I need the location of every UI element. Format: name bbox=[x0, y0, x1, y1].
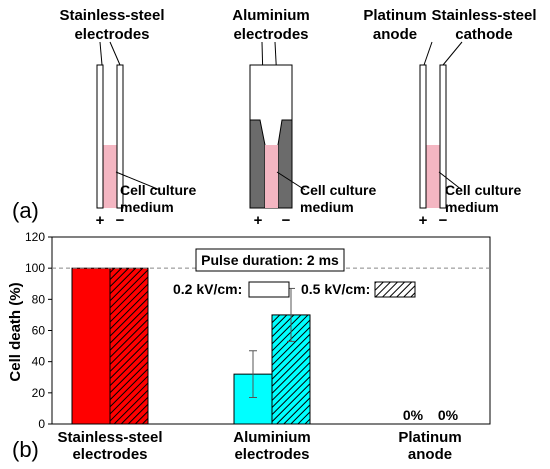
zero-label-1: 0% bbox=[438, 407, 459, 423]
plot-frame bbox=[51, 236, 491, 425]
medium-label-line2: medium bbox=[445, 199, 499, 215]
leader-line bbox=[109, 41, 121, 66]
pulse-box bbox=[195, 248, 345, 272]
cuvette-stainless-steel: Stainless-steel electrodes Cell culture … bbox=[59, 7, 196, 229]
electrode-right bbox=[116, 64, 124, 209]
panel-b: Cell death (%) 0 20 40 60 80 100 120 Stainless… bbox=[7, 230, 491, 463]
minus-sign: − bbox=[439, 212, 448, 229]
leader-line bbox=[99, 41, 103, 66]
plus-sign: + bbox=[96, 212, 105, 229]
medium-label-line1: Cell culture bbox=[300, 182, 376, 198]
zero-label-0: 0% bbox=[403, 407, 424, 423]
y-tick-label: 0 bbox=[38, 417, 45, 431]
x-category-label: Aluminium bbox=[233, 429, 311, 446]
legend-swatch-solid bbox=[248, 281, 290, 298]
panel-a-label: (a) bbox=[12, 198, 39, 223]
x-category-label: anode bbox=[408, 446, 452, 463]
leader-line bbox=[423, 41, 433, 66]
legend-swatch-hatched bbox=[374, 281, 416, 298]
cuvette-platinum: Platinum anode Stainless-steel cathode C… bbox=[363, 7, 536, 229]
cuvette3-anode-line1: Platinum bbox=[363, 7, 426, 24]
y-tick-label: 60 bbox=[32, 324, 46, 338]
pulse-duration-label: Pulse duration: 2 ms bbox=[201, 252, 339, 268]
cuvette-aluminium: Aluminium electrodes Cell culture medium… bbox=[232, 7, 376, 229]
y-tick-label: 100 bbox=[25, 261, 45, 275]
legend: 0.2 kV/cm: 0.5 kV/cm: bbox=[173, 281, 416, 298]
medium-label-line1: Cell culture bbox=[120, 182, 196, 198]
y-axis: 0 20 40 60 80 100 120 bbox=[25, 230, 52, 431]
y-tick-label: 20 bbox=[32, 386, 46, 400]
electrode-left bbox=[96, 64, 104, 209]
y-tick-label: 120 bbox=[25, 230, 45, 244]
bar-solid-0 bbox=[71, 267, 111, 425]
culture-medium bbox=[103, 145, 117, 208]
minus-sign: − bbox=[116, 212, 125, 229]
cuvette1-title-line2: electrodes bbox=[74, 26, 149, 43]
medium-label-line2: medium bbox=[300, 199, 354, 215]
cuvette2-title-line2: electrodes bbox=[233, 26, 308, 43]
x-category-label: electrodes bbox=[234, 446, 309, 463]
panel-b-label: (b) bbox=[12, 437, 39, 462]
medium-label-line2: medium bbox=[120, 199, 174, 215]
x-category-label: electrodes bbox=[72, 446, 147, 463]
panel-a: Stainless-steel electrodes Cell culture … bbox=[12, 7, 537, 229]
cuvette3-cathode-line1: Stainless-steel bbox=[431, 7, 536, 24]
pulse-duration-box: Pulse duration: 2 ms bbox=[195, 248, 345, 272]
culture-medium bbox=[265, 145, 278, 208]
leader-line bbox=[115, 171, 161, 191]
culture-medium bbox=[426, 145, 440, 208]
bars bbox=[71, 267, 311, 425]
y-tick-label: 80 bbox=[32, 292, 46, 306]
x-axis-categories: Stainless-steelelectrodesAluminiumelectr… bbox=[57, 429, 461, 463]
electrode-left bbox=[419, 64, 427, 209]
medium-label-line1: Cell culture bbox=[445, 182, 521, 198]
electrode-right bbox=[439, 64, 447, 209]
y-tick-label: 40 bbox=[32, 355, 46, 369]
leader-line bbox=[438, 171, 463, 191]
plus-sign: + bbox=[254, 212, 263, 229]
aluminium-electrode-right bbox=[277, 119, 293, 209]
minus-sign: − bbox=[282, 212, 291, 229]
x-category-label: Stainless-steel bbox=[57, 429, 162, 446]
legend-label-0: 0.2 kV/cm: bbox=[173, 281, 242, 297]
cuvette2-title-line1: Aluminium bbox=[232, 7, 310, 24]
plus-sign: + bbox=[419, 212, 428, 229]
y-axis-label: Cell death (%) bbox=[7, 282, 24, 381]
bar-hatched-0 bbox=[109, 267, 149, 425]
legend-label-1: 0.5 kV/cm: bbox=[301, 281, 370, 297]
cuvette1-title-line1: Stainless-steel bbox=[59, 7, 164, 24]
aluminium-electrode-left bbox=[249, 119, 266, 209]
x-category-label: Platinum bbox=[398, 429, 461, 446]
leader-line bbox=[442, 41, 463, 66]
cuvette3-cathode-line2: cathode bbox=[455, 26, 513, 43]
cuvette3-anode-line2: anode bbox=[373, 26, 417, 43]
leader-line bbox=[276, 171, 306, 191]
